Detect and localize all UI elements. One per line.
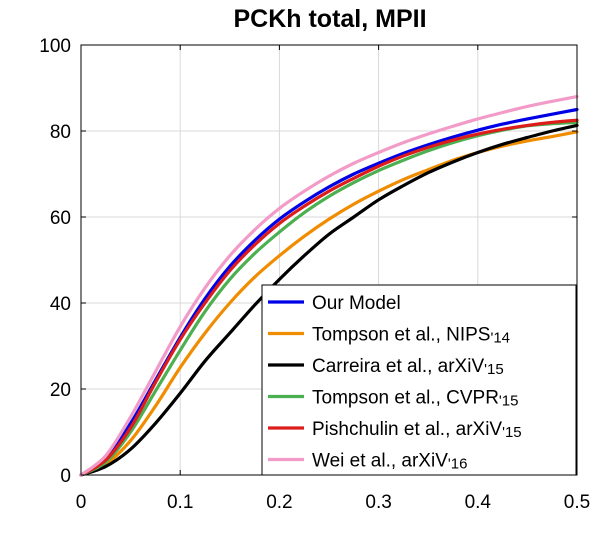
- chart-title: PCKh total, MPII: [233, 5, 426, 33]
- x-tick-label: 0: [76, 492, 87, 513]
- legend-entry-label: Pishchulin et al., arXiV'15: [312, 419, 522, 441]
- y-tick-label: 40: [50, 294, 71, 315]
- legend-entry-label: Tompson et al., CVPR'15: [312, 388, 518, 410]
- x-tick-label: 0.4: [465, 492, 492, 513]
- x-tick-label: 0.3: [365, 492, 391, 513]
- y-tick-label: 100: [39, 36, 71, 57]
- y-tick-label: 0: [60, 466, 71, 487]
- axis-ticks: 0 0.1 0.2 0.3 0.4 0.5 0 20 40 60 80 100: [39, 36, 590, 513]
- legend-box: [261, 284, 577, 476]
- y-tick-label: 60: [50, 208, 71, 229]
- x-tick-label: 0.2: [266, 492, 292, 513]
- x-tick-label: 0.1: [167, 492, 193, 513]
- legend-entry-label: Carreira et al., arXiV'15: [312, 356, 504, 378]
- series-line: [79, 118, 579, 477]
- series-line: [79, 123, 579, 477]
- y-tick-label: 80: [50, 122, 71, 143]
- series-layer: [79, 95, 579, 477]
- legend: Our Model Tompson et al., NIPS'14 Carreira…: [261, 284, 577, 476]
- series-line: [79, 95, 579, 477]
- legend-entry-label: Our Model: [312, 293, 401, 314]
- x-tick-label: 0.5: [564, 492, 590, 513]
- legend-entry-label: Tompson et al., NIPS'14: [312, 325, 510, 347]
- legend-entry-label: Wei et al., arXiV'16: [312, 451, 467, 473]
- y-tick-label: 20: [50, 380, 71, 401]
